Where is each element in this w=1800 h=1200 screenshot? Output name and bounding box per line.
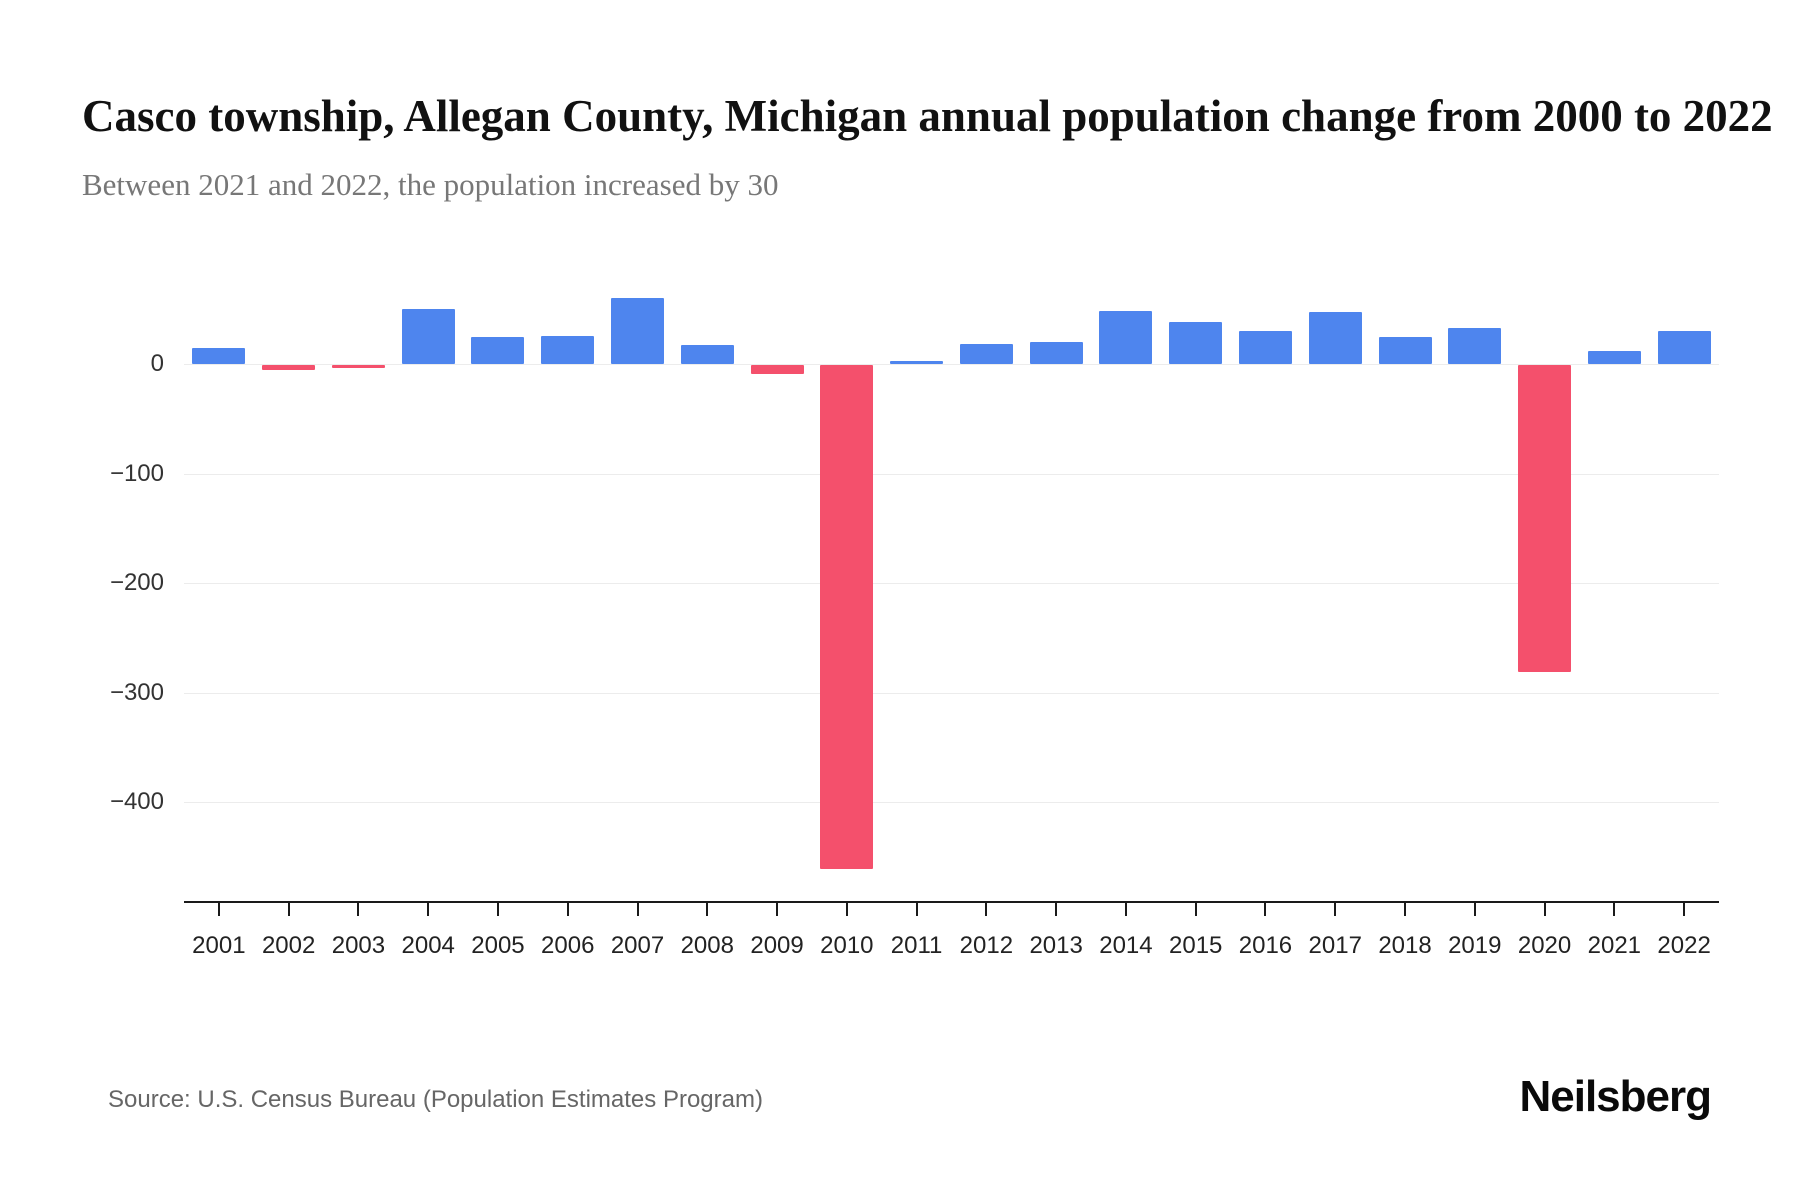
bar-2004[interactable] — [401, 309, 455, 364]
x-axis-tick — [915, 903, 918, 916]
bar-2011[interactable] — [890, 360, 944, 364]
x-axis-tick — [1683, 903, 1686, 916]
bar-2009[interactable] — [750, 365, 804, 374]
x-axis-tick-label: 2012 — [959, 932, 1014, 959]
x-axis-tick-label: 2020 — [1517, 932, 1572, 959]
x-axis-tick — [1404, 903, 1407, 916]
y-axis-tick-label: −100 — [109, 459, 164, 487]
x-axis-tick-label: 2011 — [890, 932, 943, 959]
x-axis-tick-label: 2002 — [261, 932, 316, 959]
x-axis-tick — [776, 903, 779, 916]
bar-2018[interactable] — [1378, 336, 1432, 364]
bar-2001[interactable] — [192, 347, 246, 364]
x-axis-tick-label: 2014 — [1099, 932, 1153, 959]
x-axis-tick — [706, 903, 709, 916]
bar-2008[interactable] — [680, 345, 734, 364]
x-axis-tick-label: 2003 — [331, 932, 386, 959]
x-axis-tick — [1194, 903, 1197, 916]
x-axis-tick — [427, 903, 430, 916]
y-axis-tick-label: −400 — [109, 788, 164, 816]
bar-2007[interactable] — [611, 298, 665, 364]
x-axis-tick — [1334, 903, 1337, 916]
x-axis-tick-label: 2005 — [471, 932, 525, 959]
x-axis-tick — [1613, 903, 1616, 916]
bar-2020[interactable] — [1518, 365, 1572, 672]
x-axis-tick-label: 2019 — [1448, 932, 1502, 959]
x-axis-tick-label: 2018 — [1378, 932, 1432, 959]
x-axis-tick — [1543, 903, 1546, 916]
x-axis-tick — [217, 903, 220, 916]
x-axis-tick — [1055, 903, 1058, 916]
x-axis-tick — [1124, 903, 1127, 916]
x-axis-tick-label: 2013 — [1029, 932, 1083, 959]
x-axis-tick-label: 2016 — [1238, 932, 1293, 959]
bar-2002[interactable] — [262, 365, 316, 371]
bar-2003[interactable] — [331, 365, 385, 368]
y-gridline — [184, 473, 1719, 475]
bar-2012[interactable] — [959, 344, 1013, 364]
x-axis-tick-label: 2022 — [1657, 932, 1711, 959]
x-axis-tick — [566, 903, 569, 916]
y-axis-tick-label: −200 — [109, 569, 164, 597]
y-axis-tick-label: −300 — [109, 678, 164, 706]
x-axis-tick-label: 2001 — [192, 932, 246, 959]
x-axis-line — [184, 901, 1719, 903]
x-axis-tick-label: 2015 — [1169, 932, 1223, 959]
y-gridline — [184, 692, 1719, 694]
x-axis-tick — [985, 903, 988, 916]
x-axis-tick-label: 2008 — [680, 932, 734, 959]
source-attribution: Source: U.S. Census Bureau (Population E… — [108, 1086, 763, 1113]
neilsberg-logo: Neilsberg — [1519, 1072, 1712, 1121]
chart-subtitle: Between 2021 and 2022, the population in… — [82, 167, 779, 202]
x-axis-tick-label: 2009 — [750, 932, 804, 959]
x-axis-tick — [496, 903, 499, 916]
bar-2022[interactable] — [1657, 331, 1711, 364]
y-gridline — [184, 583, 1719, 585]
x-axis-tick — [287, 903, 290, 916]
x-axis-tick-label: 2017 — [1308, 932, 1362, 959]
x-axis-tick-label: 2006 — [541, 932, 595, 959]
x-axis-tick-label: 2010 — [820, 932, 874, 959]
x-axis-tick-label: 2007 — [610, 932, 665, 959]
x-axis-tick — [1473, 903, 1476, 916]
y-gridline — [184, 364, 1719, 365]
bar-2017[interactable] — [1308, 312, 1362, 364]
x-axis-tick — [636, 903, 639, 916]
x-axis-tick — [1264, 903, 1267, 916]
x-axis-tick — [845, 903, 848, 916]
chart-title: Casco township, Allegan County, Michigan… — [82, 91, 1773, 142]
x-axis-tick — [357, 903, 360, 916]
x-axis-tick-label: 2021 — [1587, 932, 1642, 959]
bar-2015[interactable] — [1169, 322, 1223, 364]
bar-2013[interactable] — [1029, 342, 1083, 364]
bar-2016[interactable] — [1238, 331, 1292, 364]
y-gridline — [184, 802, 1719, 804]
y-axis-tick-label: 0 — [150, 350, 164, 377]
bar-2019[interactable] — [1448, 327, 1502, 364]
x-axis-tick-label: 2004 — [401, 932, 455, 959]
bar-2006[interactable] — [541, 335, 595, 364]
bar-2014[interactable] — [1099, 311, 1153, 364]
bar-2005[interactable] — [471, 336, 525, 364]
bar-2010[interactable] — [820, 365, 874, 870]
bar-2021[interactable] — [1587, 350, 1641, 364]
